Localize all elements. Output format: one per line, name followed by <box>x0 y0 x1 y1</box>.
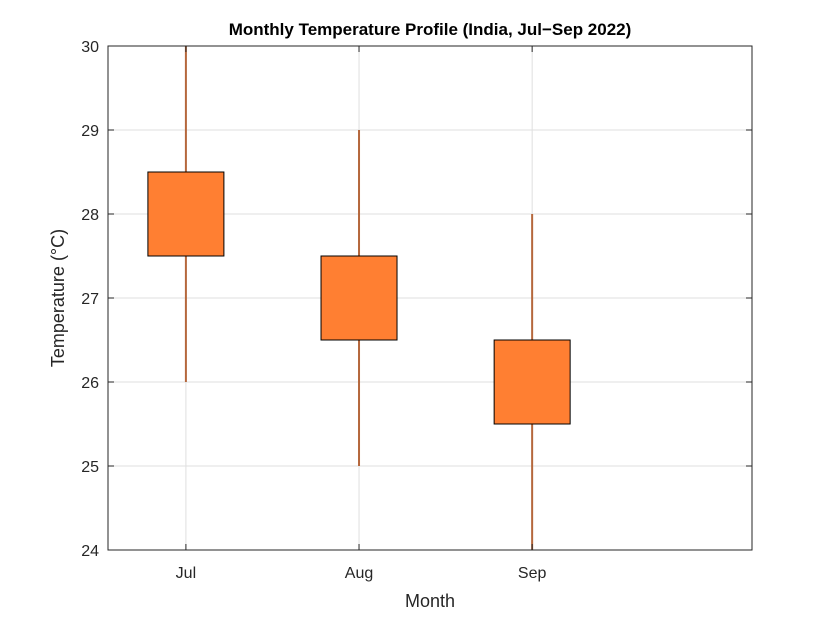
x-axis-label: Month <box>405 591 455 611</box>
chart-title: Monthly Temperature Profile (India, Jul−… <box>229 20 632 39</box>
y-tick-label: 30 <box>81 39 99 56</box>
y-tick-label: 25 <box>81 459 99 476</box>
grid-lines <box>108 45 752 551</box>
y-tick-label: 28 <box>81 207 99 224</box>
box-aug <box>320 255 398 341</box>
ticks: 24 25 26 27 28 29 30 Jul Aug Sep <box>81 39 752 582</box>
y-tick-label: 24 <box>81 543 99 560</box>
x-tick-label: Jul <box>176 565 196 582</box>
x-tick-label: Aug <box>345 565 373 582</box>
box-sep <box>493 339 571 425</box>
y-tick-label: 27 <box>81 291 99 308</box>
boxes <box>147 171 571 425</box>
y-tick-label: 26 <box>81 375 99 392</box>
box-jul <box>147 171 225 257</box>
y-axis-label: Temperature (°C) <box>48 229 68 367</box>
x-tick-label: Sep <box>518 565 547 582</box>
y-tick-label: 29 <box>81 123 99 140</box>
